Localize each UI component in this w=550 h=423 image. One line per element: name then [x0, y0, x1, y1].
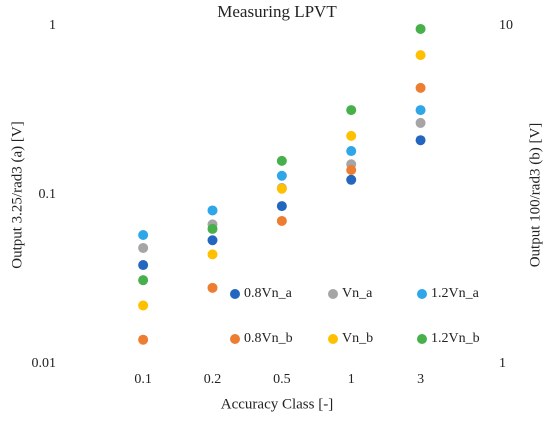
- y-axis-label: Output 3.25/rad3 (a) [V]: [9, 121, 25, 268]
- y2-tick-label: 1: [499, 356, 506, 371]
- point: [415, 117, 426, 128]
- legend-marker: [230, 289, 240, 299]
- x-tick-label: 0.1: [134, 372, 152, 387]
- point: [138, 242, 149, 253]
- point: [276, 215, 287, 226]
- point: [138, 260, 149, 271]
- x-tick-label: 0.2: [204, 372, 222, 387]
- x-axis-label: Accuracy Class [-]: [221, 396, 333, 412]
- y-tick-label: 1: [49, 18, 56, 33]
- y-tick-label: 0.01: [32, 356, 57, 371]
- y2-axis-label: Output 100/rad3 (b) [V]: [527, 123, 543, 268]
- x-tick-label: 0.5: [273, 372, 291, 387]
- legend-label: 1.2Vn_b: [431, 331, 480, 346]
- x-tick-label: 3: [417, 372, 424, 387]
- legend-label: 1.2Vn_a: [431, 286, 480, 301]
- y2-tick-label: 10: [499, 18, 513, 33]
- point: [346, 105, 357, 116]
- point: [138, 229, 149, 240]
- legend-marker: [417, 289, 427, 299]
- chart-title: Measuring LPVT: [217, 2, 337, 21]
- legend-label: Vn_b: [342, 331, 373, 346]
- legend-label: 0.8Vn_b: [244, 331, 293, 346]
- point: [415, 23, 426, 34]
- point: [346, 174, 357, 185]
- legend-label: 0.8Vn_a: [244, 286, 293, 301]
- point: [138, 275, 149, 286]
- point: [346, 130, 357, 141]
- point: [415, 50, 426, 61]
- legend-marker: [328, 289, 338, 299]
- legend-marker: [230, 334, 240, 344]
- x-tick-label: 1: [348, 372, 355, 387]
- legend-marker: [328, 334, 338, 344]
- point: [207, 223, 218, 234]
- point: [138, 334, 149, 345]
- point: [207, 282, 218, 293]
- y-tick-label: 0.1: [39, 187, 57, 202]
- point: [207, 249, 218, 260]
- point: [276, 201, 287, 212]
- point: [276, 170, 287, 181]
- point: [138, 300, 149, 311]
- point: [207, 235, 218, 246]
- point: [415, 105, 426, 116]
- legend-label: Vn_a: [342, 286, 373, 301]
- point: [415, 135, 426, 146]
- point: [207, 205, 218, 216]
- point: [346, 164, 357, 175]
- point: [415, 82, 426, 93]
- legend-marker: [417, 334, 427, 344]
- point: [346, 146, 357, 157]
- point: [276, 155, 287, 166]
- point: [276, 183, 287, 194]
